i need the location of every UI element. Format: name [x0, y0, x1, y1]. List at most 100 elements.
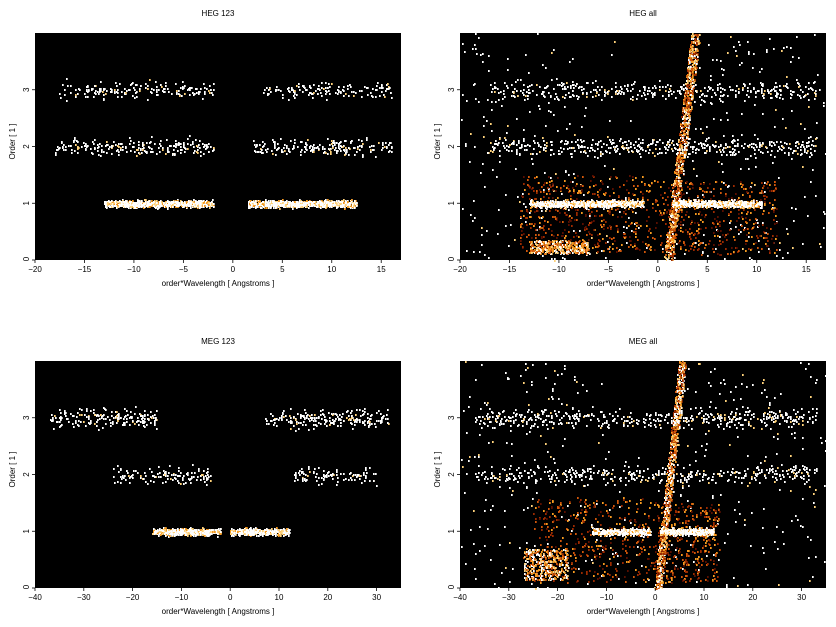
noise-event [773, 48, 775, 50]
order-3-event [111, 91, 113, 93]
arm-event [665, 257, 667, 259]
noise-event [581, 126, 583, 128]
order-2-event [83, 142, 85, 144]
clump-event [575, 249, 577, 251]
cone-event [699, 211, 701, 213]
cone-event [529, 216, 531, 218]
order-1-event [141, 206, 143, 208]
order-2-event [203, 153, 205, 155]
cone-event [747, 211, 749, 213]
cone-event [697, 249, 699, 251]
noise-event [520, 90, 522, 92]
order-1-event [255, 207, 257, 209]
clump-event [552, 249, 554, 251]
order-1-event [327, 199, 329, 201]
noise-event [710, 79, 712, 81]
order-1-event [344, 205, 346, 207]
order-1-event [275, 207, 277, 209]
cone-event [670, 218, 672, 220]
order-1-core [308, 202, 310, 204]
arm-event [688, 59, 690, 61]
cone-event [635, 228, 637, 230]
cone-event [594, 244, 596, 246]
order-1-core [285, 202, 287, 204]
order-1-event [145, 199, 147, 201]
cone-event [700, 219, 702, 221]
order-2-event [348, 154, 350, 156]
cone-event [539, 189, 541, 191]
noise-event [594, 156, 596, 158]
cone-event [723, 220, 725, 222]
cone-event [576, 219, 578, 221]
noise-event [555, 199, 557, 201]
cone-event [700, 228, 702, 230]
cone-event [762, 224, 764, 226]
order-1-event [115, 205, 117, 207]
arm-event [680, 152, 682, 154]
noise-event [741, 113, 743, 115]
cone-event [673, 220, 675, 222]
cone-event [685, 182, 687, 184]
cone-event [609, 246, 611, 248]
order-3-event [87, 85, 89, 87]
order-3-event [293, 91, 295, 93]
noise-event [761, 68, 763, 70]
order-2-event [206, 145, 208, 147]
order-3-event [370, 92, 372, 94]
order-1-event [201, 205, 203, 207]
cone-event [552, 216, 554, 218]
order-2-event [133, 146, 135, 148]
cone-event [702, 190, 704, 192]
noise-event [699, 67, 701, 69]
arm-event [683, 118, 685, 120]
cone-event [556, 186, 558, 188]
order-1-core [172, 204, 174, 206]
order-1-event [279, 202, 281, 204]
order-1-event [118, 206, 120, 208]
order-2-event [263, 145, 265, 147]
cone-event [703, 196, 705, 198]
cone-event [621, 216, 623, 218]
noise-event [524, 99, 526, 101]
noise-event [727, 52, 729, 54]
order-3-event [151, 88, 153, 90]
noise-event [591, 237, 593, 239]
order-3-event [189, 87, 191, 89]
clump-event [546, 249, 548, 251]
cone-event [602, 238, 604, 240]
order-1-event [253, 203, 255, 205]
noise-event [792, 56, 794, 58]
noise-event [772, 162, 774, 164]
order-1-core [302, 204, 304, 206]
noise-event [720, 119, 722, 121]
order-1-core [328, 203, 330, 205]
noise-event [786, 76, 788, 78]
noise-event [529, 212, 531, 214]
noise-event [730, 228, 732, 230]
order-2-event [199, 140, 201, 142]
cone-event [758, 225, 760, 227]
order-3-event [195, 88, 197, 90]
order-1-core [142, 204, 144, 206]
cone-event [611, 238, 613, 240]
order-3-event [180, 87, 182, 89]
noise-event [478, 101, 480, 103]
order-1-event [104, 201, 106, 203]
order-3-event [117, 89, 119, 91]
cone-event [549, 210, 551, 212]
order-1-event [131, 206, 133, 208]
clump-event [572, 246, 574, 248]
order-1-core [272, 201, 274, 203]
cone-event [520, 216, 522, 218]
noise-event [465, 145, 467, 147]
order-3-event [280, 90, 282, 92]
order-1-core [197, 205, 199, 207]
clump-event [581, 251, 583, 253]
order-3-event [328, 83, 330, 85]
clump-event [547, 246, 549, 248]
cone-event [543, 196, 545, 198]
order-2-event [373, 149, 375, 151]
cone-event [646, 220, 648, 222]
noise-event [717, 84, 719, 86]
noise-event [480, 172, 482, 174]
